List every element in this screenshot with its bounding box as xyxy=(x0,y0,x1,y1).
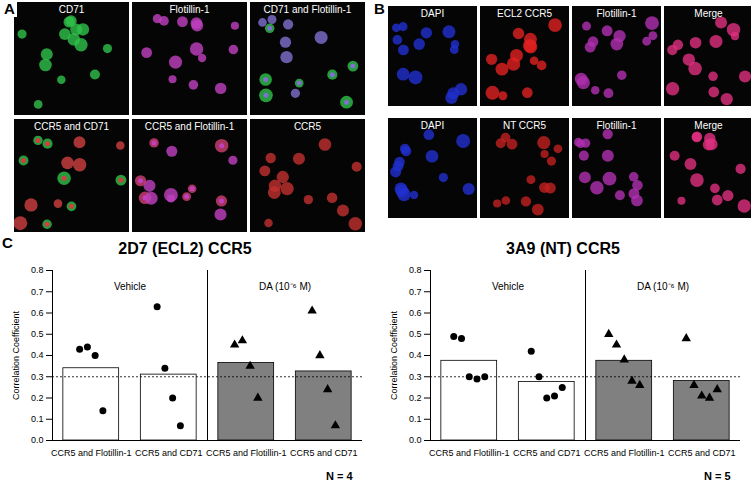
svg-text:DA (10⁻⁶ M): DA (10⁻⁶ M) xyxy=(637,281,689,292)
svg-text:0.6: 0.6 xyxy=(31,308,44,318)
svg-text:0.7: 0.7 xyxy=(31,287,44,297)
html-text:2D7 (ECL2) CCR5: 2D7 (ECL2) CCR5 xyxy=(118,240,252,257)
html-text:N = 4: N = 4 xyxy=(326,470,353,482)
svg-text:CCR5 and Flotillin-1: CCR5 and Flotillin-1 xyxy=(429,448,510,458)
html-text:CD71 and Flotillin-1: CD71 and Flotillin-1 xyxy=(263,4,352,15)
svg-text:DA (10⁻⁶ M): DA (10⁻⁶ M) xyxy=(259,281,311,292)
html-text:Flotillin-1: Flotillin-1 xyxy=(596,8,637,19)
svg-text:CCR5 and Flotillin-1: CCR5 and Flotillin-1 xyxy=(51,448,132,458)
svg-text:0.3: 0.3 xyxy=(31,372,44,382)
svg-text:CCR5 and Flotillin-1: CCR5 and Flotillin-1 xyxy=(206,448,287,458)
html-text:A: A xyxy=(4,0,15,17)
svg-text:0.3: 0.3 xyxy=(409,372,422,382)
html-text:N = 5: N = 5 xyxy=(704,470,731,482)
html-text:Flotillin-1: Flotillin-1 xyxy=(596,120,637,131)
html-text:Merge: Merge xyxy=(694,120,723,131)
svg-text:0.4: 0.4 xyxy=(31,350,44,360)
svg-text:0.1: 0.1 xyxy=(409,414,422,424)
svg-text:CCR5 and CD71: CCR5 and CD71 xyxy=(135,448,203,458)
svg-text:Vehicle: Vehicle xyxy=(114,281,147,292)
html-text:CD71: CD71 xyxy=(58,4,85,15)
html-text:C: C xyxy=(2,234,13,251)
svg-text:0.7: 0.7 xyxy=(409,287,422,297)
html-text:3A9 (NT) CCR5: 3A9 (NT) CCR5 xyxy=(506,240,620,257)
svg-text:0.2: 0.2 xyxy=(409,393,422,403)
html-text:DAPI: DAPI xyxy=(420,8,445,19)
html-text:NT CCR5: NT CCR5 xyxy=(502,120,547,131)
svg-text:0.4: 0.4 xyxy=(409,350,422,360)
svg-text:Correlation Coefficient: Correlation Coefficient xyxy=(389,311,399,400)
svg-text:0.0: 0.0 xyxy=(31,435,44,445)
svg-text:Vehicle: Vehicle xyxy=(492,281,525,292)
svg-text:CCR5 and CD71: CCR5 and CD71 xyxy=(290,448,358,458)
svg-text:0.1: 0.1 xyxy=(31,414,44,424)
svg-text:0.8: 0.8 xyxy=(31,265,44,275)
svg-text:Correlation Coefficient: Correlation Coefficient xyxy=(11,311,21,400)
svg-text:CCR5 and CD71: CCR5 and CD71 xyxy=(668,448,736,458)
svg-text:0.8: 0.8 xyxy=(409,265,422,275)
svg-text:0.5: 0.5 xyxy=(31,329,44,339)
svg-text:CCR5 and CD71: CCR5 and CD71 xyxy=(513,448,581,458)
html-text:CCR5 and CD71: CCR5 and CD71 xyxy=(34,121,109,132)
html-text:Flotillin-1: Flotillin-1 xyxy=(169,4,210,15)
html-text:DAPI: DAPI xyxy=(420,120,445,131)
svg-text:0.2: 0.2 xyxy=(31,393,44,403)
html-text:Merge: Merge xyxy=(694,8,723,19)
html-text:B: B xyxy=(374,0,385,17)
svg-text:0.0: 0.0 xyxy=(409,435,422,445)
html-text:CCR5: CCR5 xyxy=(293,121,322,132)
svg-text:0.6: 0.6 xyxy=(409,308,422,318)
svg-text:0.5: 0.5 xyxy=(409,329,422,339)
svg-text:CCR5 and Flotillin-1: CCR5 and Flotillin-1 xyxy=(584,448,665,458)
html-text:CCR5 and Flotillin-1: CCR5 and Flotillin-1 xyxy=(144,121,235,132)
html-text:ECL2 CCR5: ECL2 CCR5 xyxy=(497,8,552,19)
